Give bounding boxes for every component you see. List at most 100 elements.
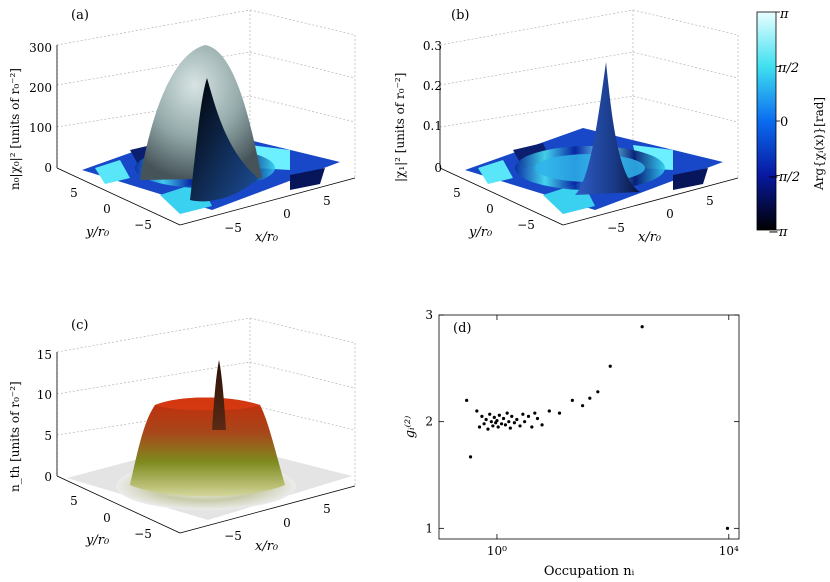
panel-a-xtick: 5 [323, 194, 331, 208]
panel-c: (c) 15 10 5 0 n_th [units of r₀⁻²] 5 0 −… [8, 317, 356, 554]
scatter-point [468, 455, 473, 459]
scatter-point [540, 423, 544, 427]
y-tick-label: 1 [425, 521, 433, 535]
panel-a-ztick: 200 [29, 81, 52, 95]
panel-a-zticks: 300 200 100 0 [29, 41, 52, 175]
panel-b-tag: (b) [451, 8, 469, 23]
panel-a-xtick: −5 [224, 221, 242, 235]
panel-c-ztick: 5 [44, 429, 52, 443]
scatter-point [530, 425, 534, 429]
panel-b-zlabel: |χ₁|² [units of r₀⁻²] [393, 73, 407, 182]
scatter-point [508, 426, 512, 430]
panel-c-zticks: 15 10 5 0 [37, 348, 52, 484]
scatter-point [518, 424, 522, 428]
panel-a-ylabel: y/r₀ [85, 225, 110, 240]
scatter-point [482, 422, 486, 426]
y-tick-label: 2 [425, 415, 433, 429]
panel-d-points [465, 325, 730, 530]
panel-b-xticks: −5 0 5 [607, 194, 714, 235]
panel-d-tag: (d) [453, 321, 471, 336]
panel-b-ylabel: y/r₀ [468, 225, 493, 240]
panel-b-ztick: 0.2 [423, 79, 442, 93]
scatter-point [523, 420, 527, 424]
x-tick-label: 10⁴ [719, 544, 739, 558]
scatter-point [499, 422, 504, 426]
colorbar-gradient [756, 11, 777, 231]
scatter-point [596, 390, 600, 394]
scatter-point [580, 404, 585, 408]
scatter-point [507, 420, 511, 424]
panel-a-ztick: 0 [44, 161, 52, 175]
panel-d-xlabel: Occupation nᵢ [544, 564, 635, 579]
panel-c-density-surface [130, 397, 285, 497]
panel-c-xticks: −5 0 5 [224, 502, 331, 543]
panel-c-ytick: 0 [103, 511, 111, 525]
scatter-point [475, 409, 479, 413]
panel-a-tag: (a) [71, 8, 89, 23]
panel-b-zticks: 0.3 0.2 0.1 0 [423, 39, 442, 175]
scatter-point [535, 416, 540, 421]
scatter-point [496, 425, 500, 429]
panel-d-ticks: 10⁰ 10⁴ 1 2 3 [425, 308, 739, 558]
panel-b: (b) 0.3 0.2 0.1 0 |χ₁|² [units of r₀⁻²] … [393, 8, 739, 245]
panel-c-xtick: −5 [224, 529, 242, 543]
scatter-point [533, 411, 537, 415]
scatter-point [526, 414, 531, 418]
x-tick-label: 10⁰ [487, 544, 507, 558]
scatter-point [640, 325, 644, 329]
colorbar-label: Arg{χᵢ(x)}[rad] [812, 97, 826, 191]
phase-colorbar: π π/2 0 −π/2 −π Arg{χᵢ(x)}[rad] [756, 7, 826, 240]
colorbar-tick: π [779, 7, 789, 22]
panel-d-frame [438, 314, 740, 540]
panel-c-ytick: −5 [134, 527, 152, 541]
panel-a-ztick: 300 [29, 41, 52, 55]
panel-b-ztick: 0 [434, 161, 442, 175]
panel-c-zlabel: n_th [units of r₀⁻²] [8, 381, 22, 492]
scatter-point [512, 421, 517, 425]
scatter-point [484, 417, 488, 422]
panel-a-xtick: 0 [283, 207, 291, 221]
scatter-point [497, 413, 501, 417]
scatter-point [501, 416, 506, 421]
panel-a-ytick: 0 [103, 202, 111, 216]
panel-c-spike [212, 360, 226, 430]
scatter-point [477, 425, 482, 429]
panel-c-xtick: 5 [323, 502, 331, 516]
scatter-point [503, 423, 508, 427]
panel-a-xticks: −5 0 5 [224, 194, 331, 235]
panel-d: 10⁰ 10⁴ 1 2 3 (d) Occupation nᵢ gᵢ⁽²⁾ [403, 308, 740, 579]
scatter-point [521, 412, 525, 416]
panel-b-yticks: 5 0 −5 [453, 186, 535, 232]
panel-a-xlabel: x/r₀ [255, 230, 279, 245]
scatter-point [588, 396, 592, 400]
panel-b-xtick: −5 [607, 221, 625, 235]
y-tick-label: 3 [425, 308, 433, 322]
scatter-point [515, 417, 519, 422]
panel-a-ytick: 5 [70, 186, 78, 200]
panel-c-axes [56, 352, 356, 534]
scatter-point [495, 419, 499, 423]
colorbar-tick: −π [768, 225, 788, 240]
panel-c-xtick: 0 [283, 516, 291, 530]
panel-b-ytick: 5 [453, 186, 461, 200]
scatter-point [570, 398, 574, 402]
panel-a-density-surface [140, 45, 262, 202]
scatter-point [465, 398, 469, 402]
panel-a-axes [56, 45, 356, 226]
scatter-point [510, 414, 514, 418]
panel-c-ztick: 15 [37, 348, 52, 362]
scatter-point [489, 420, 493, 424]
panel-c-ytick: 5 [70, 494, 78, 508]
panel-b-axes [439, 45, 739, 226]
panel-a: (a) 300 200 100 0 n₀|χ₀|² [units of r₀⁻²… [8, 8, 356, 245]
panel-c-xlabel: x/r₀ [255, 539, 279, 554]
panel-a-yticks: 5 0 −5 [70, 186, 152, 232]
colorbar-tick: π/2 [777, 61, 799, 76]
panel-a-zlabel: n₀|χ₀|² [units of r₀⁻²] [8, 68, 22, 190]
scatter-point [488, 412, 492, 416]
panel-b-xtick: 0 [666, 207, 674, 221]
panel-c-ylabel: y/r₀ [85, 533, 110, 548]
scatter-point [492, 415, 496, 419]
scatter-point [486, 427, 490, 431]
